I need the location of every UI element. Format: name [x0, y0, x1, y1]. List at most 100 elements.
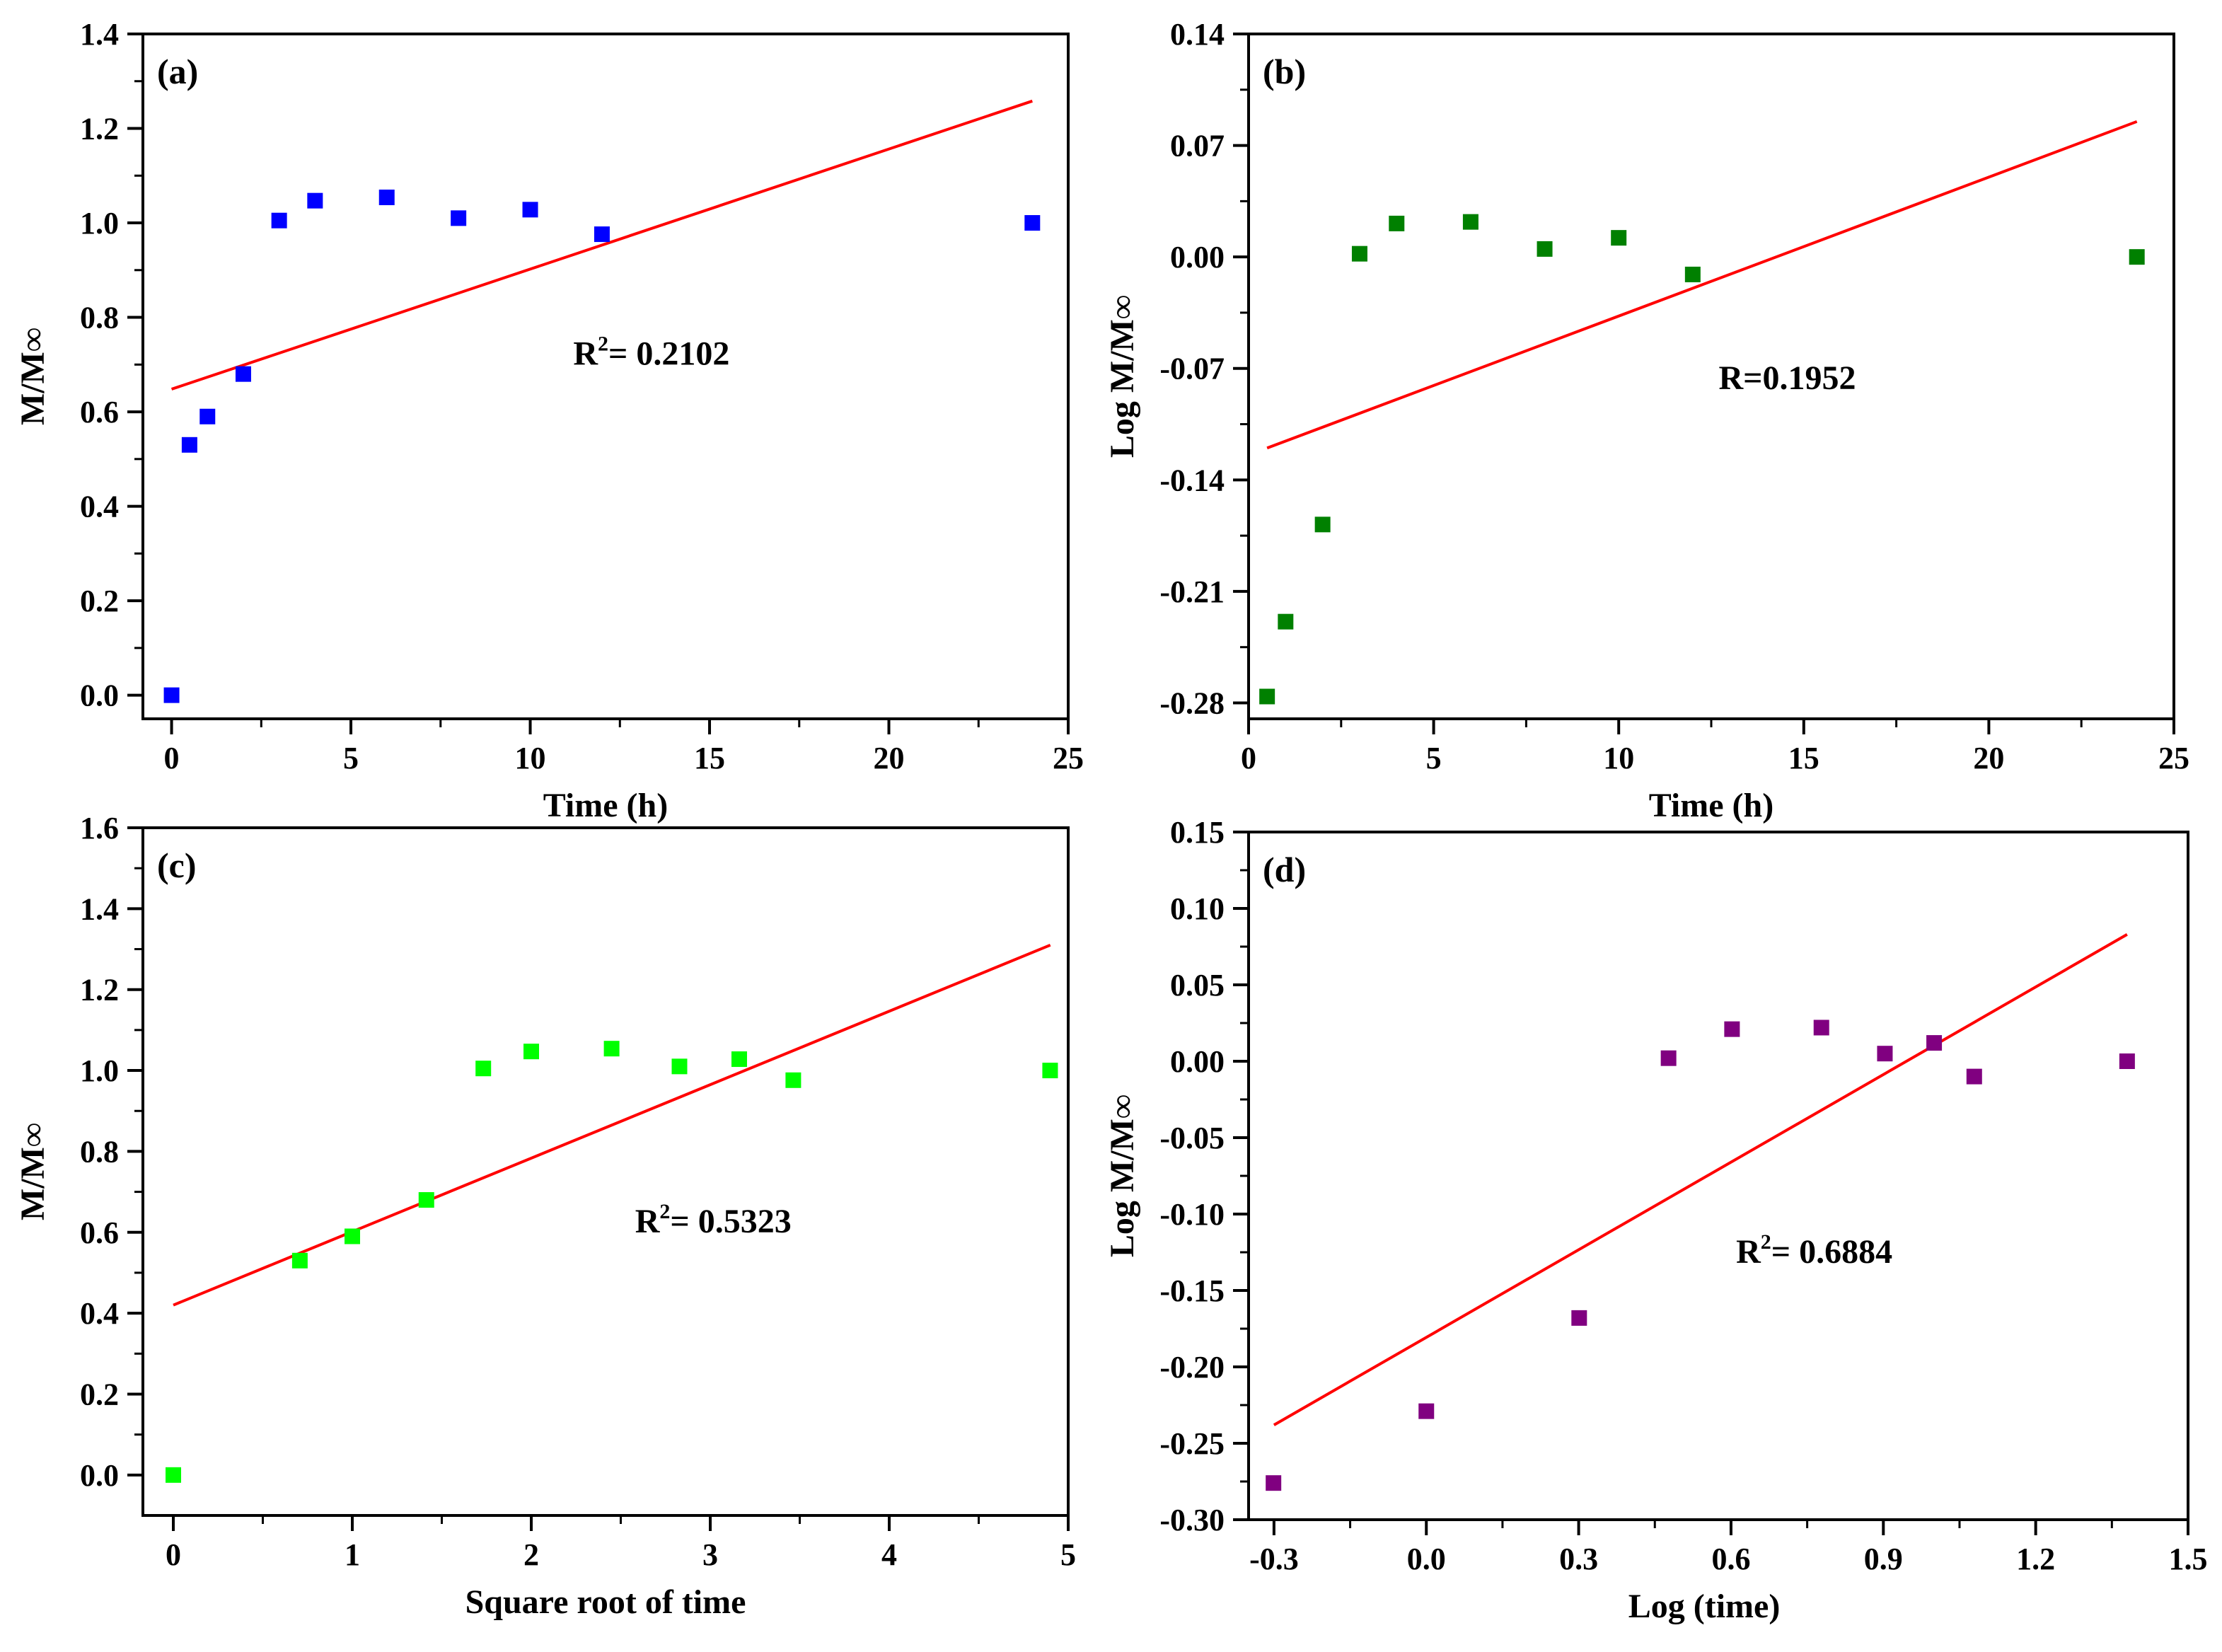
chart-panel-d: -0.3 0.0 0.3 0.6 0.9 1.2 1.5 -0.30 -0.25 -0.20 -0.… — [1104, 815, 2208, 1625]
y-tick-label: 0.2 — [80, 584, 119, 618]
data-point — [1724, 1021, 1740, 1037]
y-tick-label: -0.10 — [1159, 1197, 1225, 1232]
y-tick-label: -0.25 — [1159, 1426, 1225, 1461]
data-point — [1813, 1019, 1829, 1036]
y-tick-label: 0.07 — [1170, 129, 1225, 163]
x-tick-label: -0.3 — [1249, 1542, 1299, 1576]
data-point — [418, 1192, 434, 1208]
panel-label: (b) — [1263, 52, 1306, 91]
data-point — [345, 1228, 361, 1244]
data-point — [1314, 516, 1331, 533]
data-point — [166, 1467, 182, 1483]
x-tick-label: 20 — [874, 741, 905, 775]
data-point — [1278, 613, 1294, 630]
annotation-base: R — [1736, 1233, 1761, 1271]
x-axis-title: Time (h) — [1649, 787, 1773, 824]
data-point — [1266, 1475, 1282, 1491]
data-point — [1877, 1046, 1893, 1062]
data-point — [1259, 688, 1275, 705]
x-axis-title: Square root of time — [465, 1583, 746, 1621]
x-axis-title: Time (h) — [543, 787, 668, 824]
chart-panel-c: 0 1 2 3 4 5 0.0 0.2 0.4 0.6 0.8 1.0 1.2 1.4 1.6 Square … — [14, 811, 1076, 1621]
x-tick-label: 5 — [343, 741, 359, 775]
x-tick-label: 25 — [2158, 741, 2189, 775]
data-point — [451, 210, 467, 226]
fit-annotation: R2= 0.2102 — [573, 332, 729, 372]
data-point — [731, 1051, 747, 1068]
y-tick-label: -0.20 — [1159, 1350, 1225, 1385]
data-point — [2129, 249, 2145, 265]
y-tick-label: 1.6 — [80, 811, 119, 845]
annotation-value: = 0.6884 — [1771, 1233, 1892, 1271]
y-tick-label: 0.10 — [1170, 891, 1225, 926]
data-point — [271, 212, 287, 229]
x-tick-label: 1 — [345, 1537, 360, 1572]
fit-line — [1273, 932, 2128, 1426]
x-tick-label: 0.3 — [1559, 1542, 1598, 1576]
y-tick-label: -0.15 — [1159, 1273, 1225, 1308]
data-point — [1462, 214, 1479, 230]
y-axis-title: Log M/M∞ — [1104, 295, 1141, 458]
data-point — [475, 1061, 492, 1077]
data-point — [1537, 241, 1553, 257]
chart-panel-b: 0 5 10 15 20 25 -0.28 -0.21 -0.14 -0.07 0.00 0.07 0.… — [1104, 17, 2189, 824]
annotation-superscript: 2 — [659, 1200, 670, 1223]
annotation-value: = 0.2102 — [608, 335, 729, 372]
y-tick-label: -0.07 — [1159, 352, 1225, 386]
y-tick-label: 0.00 — [1170, 1044, 1225, 1079]
y-tick-label: 0.8 — [80, 301, 119, 335]
data-point — [1684, 266, 1701, 282]
y-tick-label: 1.2 — [80, 973, 119, 1007]
y-tick-label: 0.6 — [80, 395, 119, 429]
x-axis-title: Log (time) — [1628, 1588, 1781, 1625]
x-tick-label: 5 — [1426, 741, 1442, 775]
y-tick-label: 0.4 — [80, 1296, 119, 1331]
x-tick-label: 3 — [702, 1537, 718, 1572]
y-tick-label: -0.21 — [1159, 574, 1225, 609]
fit-line — [1266, 120, 2138, 450]
x-tick-label: 0 — [166, 1537, 181, 1572]
data-point — [199, 408, 216, 424]
y-tick-label: 0.6 — [80, 1215, 119, 1250]
data-point — [522, 202, 538, 218]
data-point — [594, 226, 610, 243]
data-point — [1042, 1063, 1058, 1079]
y-tick-label: 0.05 — [1170, 968, 1225, 1003]
y-axis-title: M/M∞ — [14, 328, 52, 425]
data-point — [1351, 246, 1367, 262]
x-tick-label: 0 — [1241, 741, 1256, 775]
y-tick-label: -0.05 — [1159, 1121, 1225, 1155]
data-point — [291, 1252, 308, 1269]
fit-annotation: R2= 0.5323 — [635, 1200, 792, 1240]
data-point — [378, 189, 395, 205]
y-tick-label: 1.4 — [80, 891, 119, 926]
y-tick-label: 1.0 — [80, 1053, 119, 1088]
annotation-value: =0.1952 — [1743, 359, 1856, 397]
x-tick-label: 2 — [523, 1537, 539, 1572]
fit-line — [173, 943, 1051, 1307]
x-tick-label: 1.2 — [2016, 1542, 2055, 1576]
annotation-superscript: 2 — [598, 332, 608, 355]
y-tick-label: 0.15 — [1170, 815, 1225, 850]
x-tick-label: 1.5 — [2169, 1542, 2208, 1576]
x-tick-label: 5 — [1060, 1537, 1076, 1572]
y-tick-label: -0.14 — [1159, 463, 1225, 497]
y-tick-label: 1.2 — [80, 112, 119, 146]
data-point — [163, 687, 180, 703]
fit-annotation: R=0.1952 — [1718, 359, 1856, 397]
y-tick-label: 0.0 — [80, 1458, 119, 1493]
data-point — [523, 1044, 540, 1060]
data-point — [181, 437, 197, 453]
x-tick-label: 15 — [694, 741, 725, 775]
y-tick-label: 0.14 — [1170, 17, 1225, 52]
data-point — [785, 1072, 802, 1088]
annotation-value: = 0.5323 — [670, 1203, 791, 1240]
x-tick-label: 15 — [1788, 741, 1819, 775]
x-tick-label: 0.0 — [1407, 1542, 1446, 1576]
x-tick-label: 0.6 — [1711, 1542, 1750, 1576]
x-tick-label: 10 — [515, 741, 546, 775]
x-tick-label: 10 — [1603, 741, 1634, 775]
plot-frame — [141, 33, 1070, 720]
y-tick-label: 0.8 — [80, 1134, 119, 1169]
panel-label: (a) — [157, 52, 198, 91]
